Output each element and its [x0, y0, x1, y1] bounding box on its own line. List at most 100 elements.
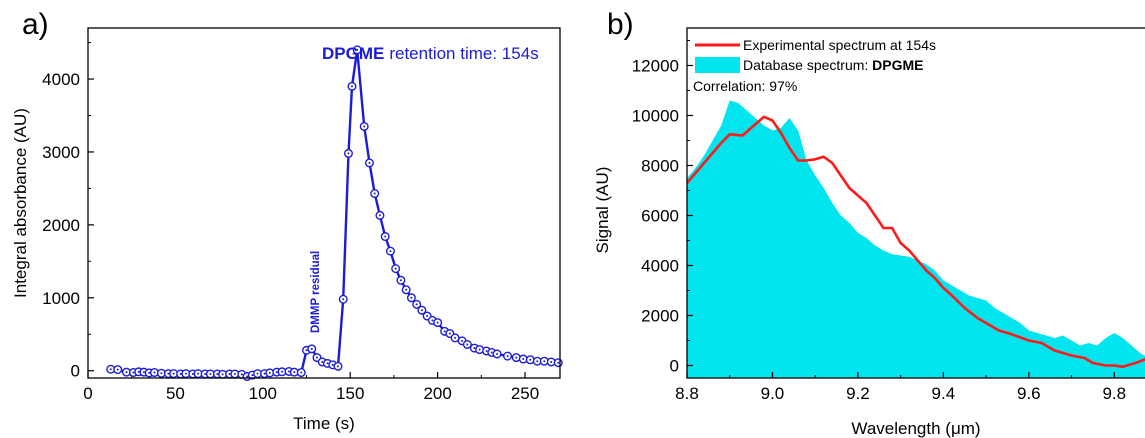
chart-a-point-dot: [506, 355, 509, 358]
chart-a-ylabel: Integral absorbance (AU): [11, 108, 30, 298]
chart-a-point-dot: [436, 321, 439, 324]
chart-a-point-dot: [410, 296, 413, 299]
legend-swatch-database: [695, 57, 740, 73]
chart-a-point-dot: [137, 370, 140, 373]
chart-a-point-dot: [426, 315, 429, 318]
chart-a-xtick-label: 50: [166, 384, 185, 403]
chart-a-point-dot: [394, 267, 397, 270]
chart-a-point-dot: [415, 303, 418, 306]
chart-a-point-dot: [515, 356, 518, 359]
chart-a-point-dot: [293, 371, 296, 374]
chart-a-point-dot: [331, 363, 334, 366]
chart-a-point-dot: [461, 339, 464, 342]
chart-a-point-dot: [153, 371, 156, 374]
panel-label-b: b): [607, 8, 634, 41]
chart-b-ytick-label: 4000: [641, 257, 679, 276]
chart-a-point-dot: [454, 336, 457, 339]
chart-b-xtick-label: 9.2: [846, 384, 870, 403]
chart-a-point-dot: [184, 372, 187, 375]
chart-a-ytick-label: 2000: [42, 216, 80, 235]
chart-b-ticks: 8.8 9.0 9.2 9.4 9.6 9.8 0 2000 4000 6000 8000 10000…: [632, 40, 1126, 403]
chart-a-plot: [106, 45, 563, 382]
chart-a-point-dot: [221, 373, 224, 376]
chart-b-xtick-label: 9.8: [1102, 384, 1126, 403]
chart-b-ytick-label: 0: [670, 357, 679, 376]
legend-label-database-text: Database spectrum:: [743, 57, 872, 73]
chart-a-point-dot: [256, 372, 259, 375]
chart-a-peak-text: retention time: 154s: [389, 44, 538, 63]
chart-b-ytick-label: 10000: [632, 107, 679, 126]
chart-a-point-dot: [326, 362, 329, 365]
chart-a-point-dot: [125, 371, 128, 374]
chart-b-ytick-label: 6000: [641, 207, 679, 226]
chart-b-plot: [687, 100, 1145, 378]
chart-b-xtick-label: 8.8: [675, 384, 699, 403]
chart-a-frame: [87, 27, 561, 379]
chart-a-residual-annotation: DMMP residual: [310, 251, 322, 333]
legend-label-database-bold: DPGME: [872, 57, 923, 73]
chart-a-point-dot: [300, 371, 303, 374]
chart-a-point-dot: [246, 375, 249, 378]
chart-a: 0 50 100 150 200 250 0 1000 2000 3000 4000 Time (s…: [11, 27, 563, 433]
chart-a-point-dot: [336, 365, 339, 368]
chart-a-point-dot: [321, 360, 324, 363]
chart-a-point-dot: [251, 374, 254, 377]
chart-a-point-dot: [443, 330, 446, 333]
chart-a-point-dot: [204, 372, 207, 375]
chart-b-xlabel: Wavelength (μm): [851, 419, 980, 438]
chart-a-point-dot: [288, 370, 291, 373]
chart-a-point-dot: [191, 372, 194, 375]
chart-a-point-dot: [478, 348, 481, 351]
chart-a-point-dot: [496, 352, 499, 355]
chart-a-series-line: [110, 49, 559, 378]
chart-a-point-dot: [263, 372, 266, 375]
chart-a-point-dot: [557, 361, 560, 364]
chart-a-point-dot: [384, 235, 387, 238]
chart-a-point-dot: [209, 372, 212, 375]
chart-a-point-dot: [167, 372, 170, 375]
chart-a-point-dot: [378, 214, 381, 217]
chart-a-xtick-label: 250: [511, 384, 539, 403]
chart-a-point-dot: [228, 372, 231, 375]
chart-a-ytick-label: 0: [71, 362, 80, 381]
chart-b-legend: Experimental spectrum at 154s Database s…: [693, 37, 936, 94]
chart-a-xtick-label: 200: [423, 384, 451, 403]
chart-a-point-dot: [431, 319, 434, 322]
chart-a-point-dot: [490, 351, 493, 354]
chart-a-point-dot: [522, 358, 525, 361]
chart-a-point-dot: [473, 347, 476, 350]
chart-a-xtick-label: 150: [336, 384, 364, 403]
chart-b-ytick-label: 2000: [641, 307, 679, 326]
chart-a-point-dot: [363, 125, 366, 128]
chart-a-xtick-label: 0: [83, 384, 92, 403]
chart-a-point-dot: [543, 360, 546, 363]
chart-b-xtick-label: 9.0: [761, 384, 785, 403]
chart-a-point-dot: [356, 48, 359, 51]
chart-a-point-dot: [485, 350, 488, 353]
chart-a-point-dot: [281, 370, 284, 373]
chart-a-point-dot: [389, 250, 392, 253]
chart-b-database-area: [687, 100, 1145, 378]
chart-b-experimental-line: [687, 115, 1145, 369]
chart-a-point-dot: [550, 360, 553, 363]
legend-label-experimental: Experimental spectrum at 154s: [743, 37, 936, 53]
chart-b: 8.8 9.0 9.2 9.4 9.6 9.8 0 2000 4000 6000 8000 10000…: [593, 27, 1145, 438]
chart-a-point-dot: [466, 343, 469, 346]
chart-a-point-dot: [142, 371, 145, 374]
chart-a-peak-bold: DPGME: [322, 44, 384, 63]
chart-a-point-dot: [240, 373, 243, 376]
chart-a-point-dot: [316, 356, 319, 359]
chart-a-point-dot: [347, 152, 350, 155]
chart-a-ytick-label: 4000: [42, 70, 80, 89]
chart-a-xlabel: Time (s): [293, 414, 355, 433]
chart-a-point-dot: [172, 372, 175, 375]
chart-a-point-dot: [529, 358, 532, 361]
chart-a-point-dot: [536, 360, 539, 363]
chart-a-point-dot: [305, 349, 308, 352]
chart-b-ylabel: Signal (AU): [593, 167, 612, 254]
chart-a-peak-annotation: DPGME retention time: 154s: [322, 44, 539, 63]
legend-correlation-text: Correlation: 97%: [693, 78, 797, 94]
chart-a-ytick-label: 1000: [42, 289, 80, 308]
chart-a-point-dot: [368, 161, 371, 164]
